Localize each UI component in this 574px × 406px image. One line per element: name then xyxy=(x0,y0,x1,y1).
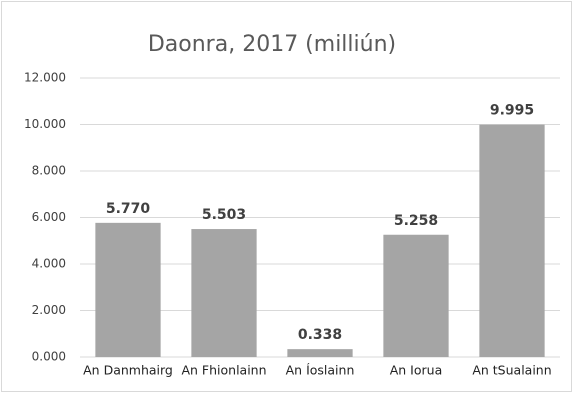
bar xyxy=(383,234,449,357)
y-tick-label: 6.000 xyxy=(32,210,66,224)
x-tick-label: An tSualainn xyxy=(472,363,551,378)
y-tick-label: 2.000 xyxy=(32,303,66,317)
x-tick-label: An Iorua xyxy=(390,363,443,378)
x-tick-label: An Danmhairg xyxy=(83,363,173,378)
data-label: 5.770 xyxy=(106,201,151,217)
y-tick-label: 4.000 xyxy=(32,257,66,271)
chart-title: Daonra, 2017 (milliún) xyxy=(148,32,396,57)
bar xyxy=(479,124,545,358)
y-tick-label: 10.000 xyxy=(24,117,66,131)
data-label: 9.995 xyxy=(490,103,534,119)
data-label: 0.338 xyxy=(298,327,342,343)
bar xyxy=(191,229,257,357)
x-tick-label: An Íoslainn xyxy=(286,363,355,378)
data-label: 5.258 xyxy=(394,213,438,229)
bar xyxy=(287,349,353,357)
x-tick-label: An Fhionlainn xyxy=(181,363,266,378)
bar xyxy=(95,222,161,357)
data-label: 5.503 xyxy=(202,207,246,223)
y-tick-label: 12.000 xyxy=(24,71,66,85)
y-tick-label: 0.000 xyxy=(32,350,66,364)
y-tick-label: 8.000 xyxy=(32,164,66,178)
